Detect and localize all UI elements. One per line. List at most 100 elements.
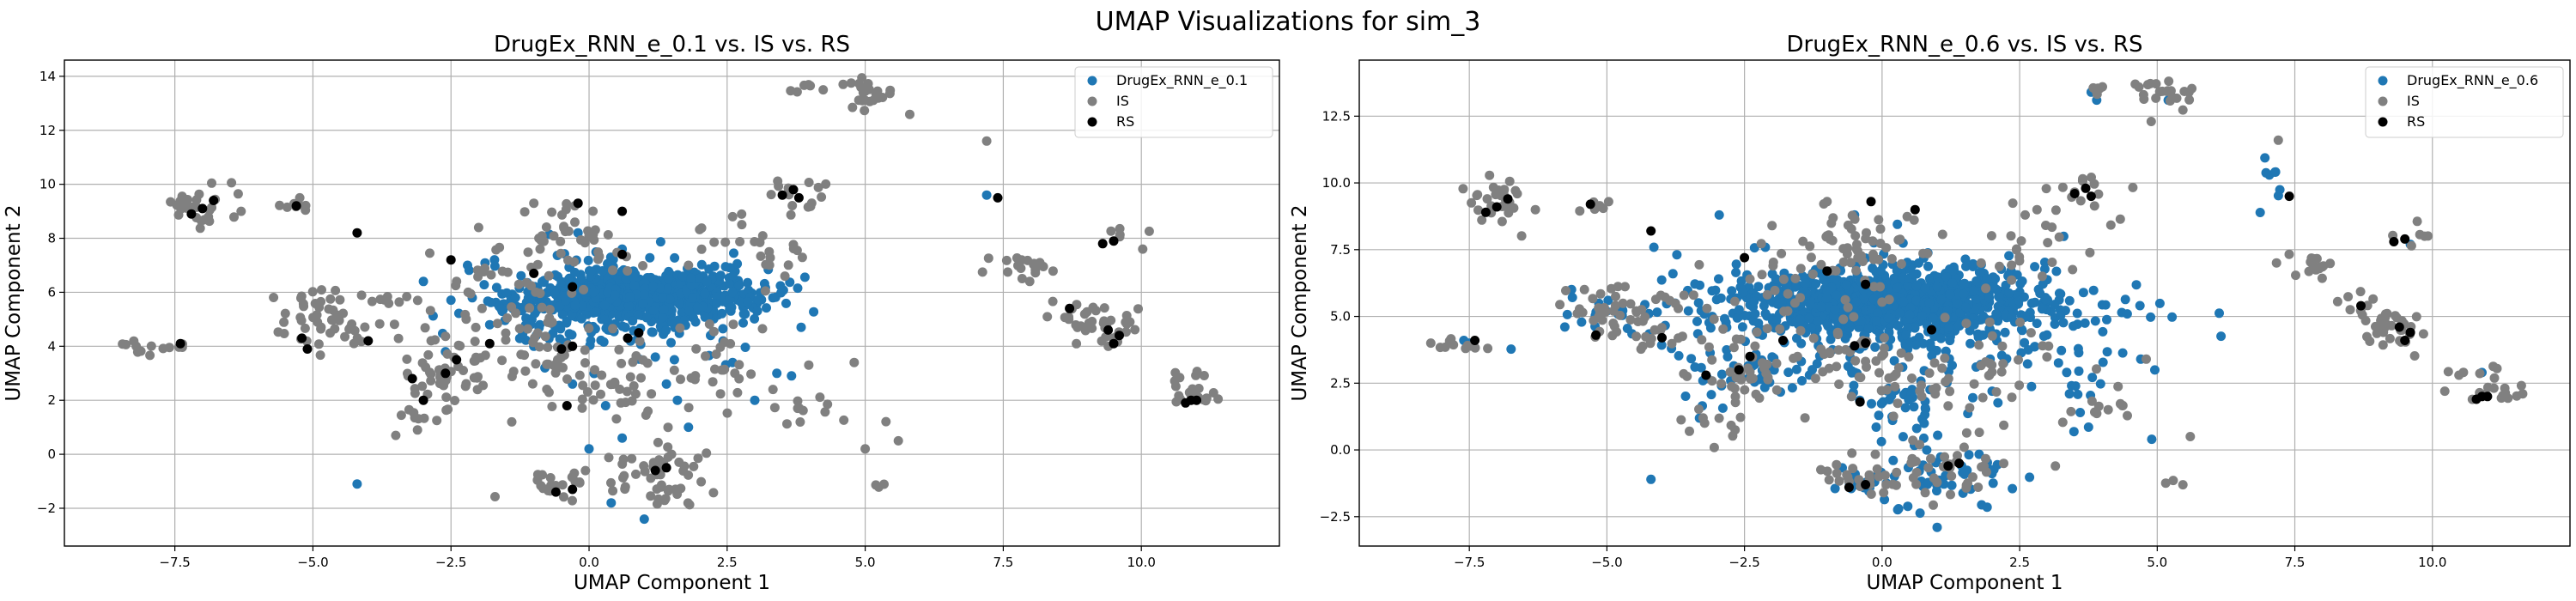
data-point — [701, 351, 710, 361]
data-point — [356, 290, 367, 300]
data-point — [1943, 401, 1953, 411]
data-point — [2100, 300, 2111, 310]
data-point — [1915, 508, 1925, 519]
data-point — [820, 407, 830, 417]
data-point — [1480, 207, 1491, 217]
data-point — [519, 350, 530, 361]
data-point — [2008, 483, 2018, 494]
data-point — [1941, 377, 1951, 387]
data-point — [1588, 294, 1598, 304]
data-point — [634, 328, 644, 338]
data-point — [1622, 324, 1632, 333]
data-point — [1575, 304, 1584, 314]
data-point — [556, 236, 566, 246]
y-tick-label: 5.0 — [1330, 309, 1351, 325]
data-point — [2050, 205, 2061, 216]
data-point — [2115, 214, 2125, 224]
data-point — [2039, 264, 2050, 274]
data-point — [1757, 270, 1767, 280]
data-point — [331, 285, 341, 295]
data-point — [578, 300, 587, 311]
data-point — [1832, 290, 1842, 300]
data-point — [523, 324, 533, 334]
data-point — [860, 106, 870, 116]
data-point — [1610, 300, 1620, 311]
data-point — [590, 365, 599, 375]
data-point — [617, 206, 628, 216]
data-point — [1748, 316, 1759, 326]
data-point — [1995, 261, 2004, 271]
data-point — [1899, 296, 1909, 307]
data-point — [1986, 231, 1996, 241]
data-point — [677, 307, 687, 318]
data-point — [330, 324, 340, 334]
data-point — [1607, 331, 1618, 341]
data-point — [596, 389, 605, 399]
data-point — [1714, 274, 1723, 284]
data-point — [2105, 220, 2116, 230]
data-point — [1646, 226, 1656, 236]
data-point — [1637, 341, 1648, 351]
data-point — [440, 331, 451, 342]
data-point — [661, 325, 671, 336]
data-point — [689, 461, 699, 471]
data-point — [746, 369, 756, 379]
data-point — [765, 252, 775, 263]
data-point — [2007, 275, 2017, 285]
data-point — [1674, 333, 1683, 343]
data-point — [2406, 240, 2416, 251]
data-point — [2062, 367, 2072, 378]
data-point — [1797, 376, 1807, 385]
data-point — [599, 300, 610, 311]
data-point — [532, 328, 543, 338]
data-point — [1810, 373, 1820, 384]
data-point — [2020, 209, 2030, 220]
data-point — [633, 310, 643, 320]
data-point — [1931, 383, 1941, 393]
data-point — [1893, 398, 1903, 409]
data-point — [352, 228, 362, 238]
data-point — [1470, 343, 1480, 353]
data-point — [1833, 345, 1844, 355]
data-point — [1208, 388, 1218, 398]
data-point — [1492, 202, 1502, 212]
data-point — [562, 318, 572, 328]
data-point — [146, 341, 156, 351]
data-point — [307, 287, 318, 297]
data-point — [2047, 258, 2057, 267]
data-point — [1730, 425, 1741, 435]
data-point — [1971, 294, 1982, 304]
data-point — [1991, 387, 2002, 397]
data-point — [1947, 277, 1958, 288]
data-point — [1727, 381, 1737, 392]
data-point — [491, 282, 501, 293]
data-point — [1849, 380, 1859, 391]
data-point — [425, 306, 435, 316]
data-point — [1959, 289, 1969, 299]
data-point — [1932, 477, 1942, 488]
data-point — [647, 389, 657, 399]
data-point — [629, 272, 639, 282]
data-point — [1170, 381, 1181, 392]
data-point — [1963, 478, 1972, 489]
data-point — [792, 87, 802, 97]
data-point — [1731, 267, 1741, 277]
data-point — [2284, 249, 2294, 259]
data-point — [2087, 173, 2096, 182]
data-point — [1778, 336, 1788, 345]
data-point — [2053, 358, 2063, 368]
data-point — [648, 282, 659, 292]
data-point — [1841, 280, 1851, 290]
data-point — [1709, 314, 1719, 325]
data-point — [1998, 359, 2008, 369]
data-point — [1862, 362, 1871, 372]
data-point — [2273, 135, 2283, 145]
data-point — [574, 477, 585, 487]
data-point — [753, 294, 763, 305]
data-point — [1754, 393, 1765, 404]
data-point — [848, 102, 858, 112]
data-point — [623, 266, 633, 276]
data-point — [722, 408, 732, 418]
data-point — [2008, 198, 2018, 209]
y-tick-label: 8 — [47, 231, 56, 246]
